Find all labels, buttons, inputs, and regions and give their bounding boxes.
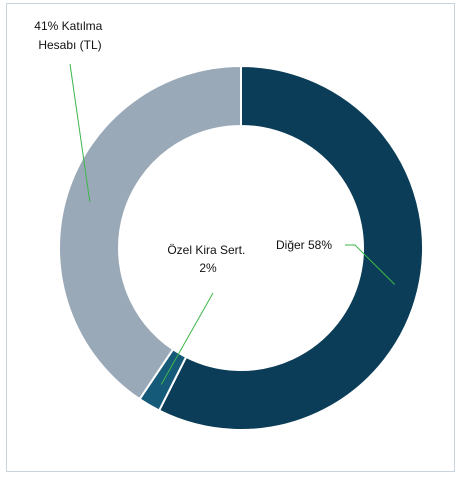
donut-slices	[58, 64, 424, 431]
slice-label-diger: Diğer 58%	[276, 238, 332, 252]
slice-label-ozel-kira-sert: Özel Kira Sert. 2%	[167, 243, 248, 275]
leader-line-1	[160, 292, 214, 385]
donut-slice-2	[58, 64, 242, 401]
leader-lines	[69, 63, 396, 385]
slice-label-katilma-hesabi: 41% Katılma Hesabı (TL)	[34, 19, 105, 52]
leader-line-0	[345, 244, 396, 285]
leader-line-2	[69, 63, 91, 203]
donut-slice-0	[157, 64, 424, 431]
